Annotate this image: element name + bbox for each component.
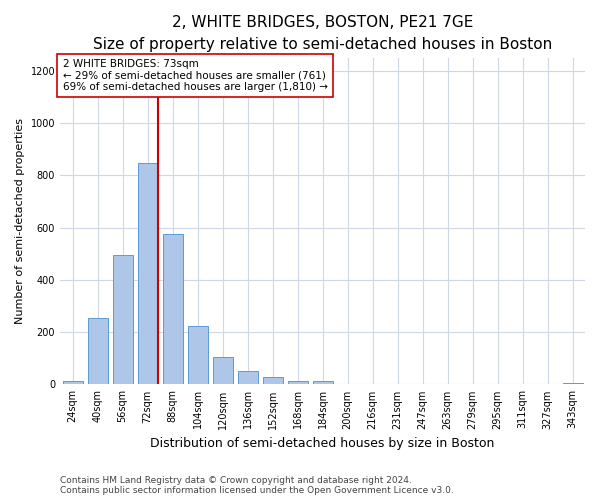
Bar <box>188 326 208 384</box>
X-axis label: Distribution of semi-detached houses by size in Boston: Distribution of semi-detached houses by … <box>151 437 495 450</box>
Bar <box>163 234 182 384</box>
Bar <box>137 162 158 384</box>
Text: 2 WHITE BRIDGES: 73sqm
← 29% of semi-detached houses are smaller (761)
69% of se: 2 WHITE BRIDGES: 73sqm ← 29% of semi-det… <box>62 59 328 92</box>
Bar <box>88 318 107 384</box>
Text: Contains HM Land Registry data © Crown copyright and database right 2024.
Contai: Contains HM Land Registry data © Crown c… <box>60 476 454 495</box>
Bar <box>113 255 133 384</box>
Bar <box>62 380 83 384</box>
Bar <box>263 376 283 384</box>
Bar <box>313 380 332 384</box>
Bar <box>238 372 257 384</box>
Title: 2, WHITE BRIDGES, BOSTON, PE21 7GE
Size of property relative to semi-detached ho: 2, WHITE BRIDGES, BOSTON, PE21 7GE Size … <box>93 15 552 52</box>
Bar <box>563 383 583 384</box>
Bar <box>212 357 233 384</box>
Bar <box>287 380 308 384</box>
Y-axis label: Number of semi-detached properties: Number of semi-detached properties <box>15 118 25 324</box>
